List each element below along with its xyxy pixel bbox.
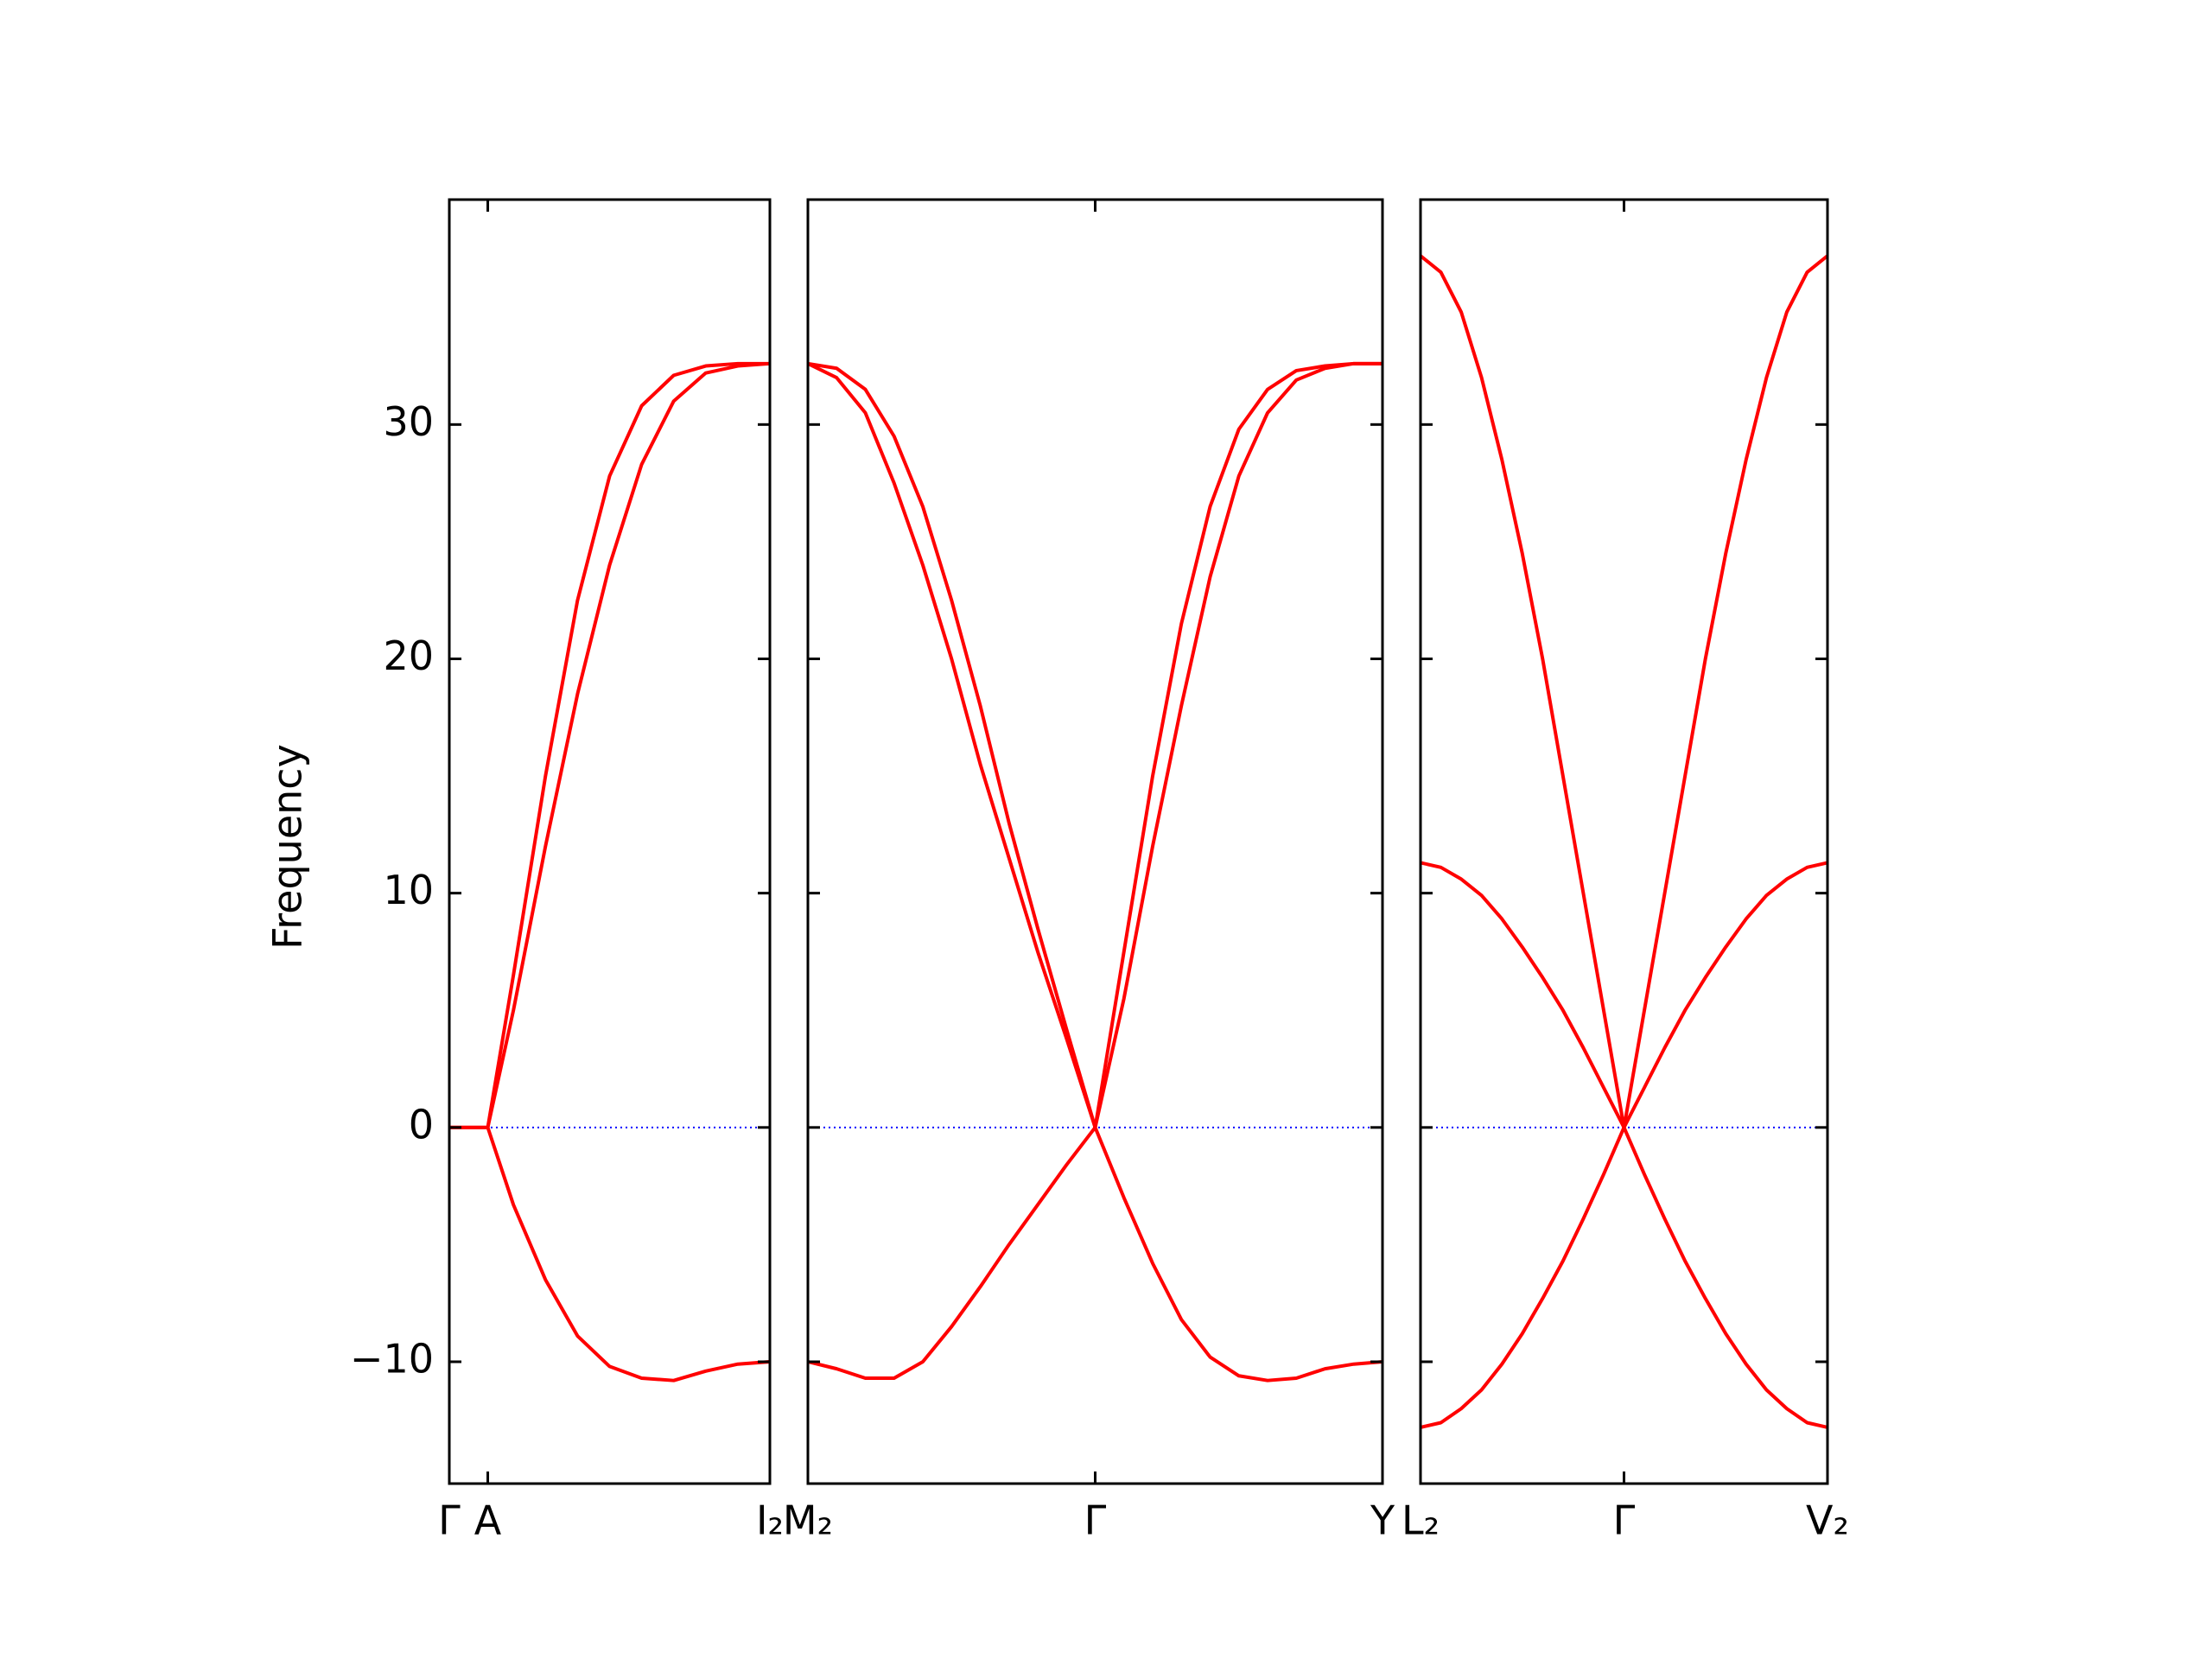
- x-tick-label: L₂: [1402, 1497, 1440, 1544]
- panel-frame: [806, 198, 1384, 1485]
- y-tick-label: 10: [383, 867, 434, 913]
- band-line: [449, 1125, 771, 1382]
- band-line: [807, 361, 1382, 1129]
- x-tick-label: Γ: [1084, 1497, 1107, 1544]
- x-tick-label: Γ: [1613, 1497, 1636, 1544]
- y-tick-label: 20: [383, 632, 434, 679]
- y-axis-label: Frequency: [264, 744, 311, 950]
- band-line: [1419, 254, 1829, 1129]
- x-tick-label: Γ: [438, 1497, 461, 1544]
- y-tick-label: 0: [409, 1101, 434, 1147]
- x-tick-label: A: [474, 1497, 502, 1544]
- band-line: [1420, 861, 1828, 1129]
- band-line: [807, 1125, 1383, 1382]
- x-tick-label: I₂: [756, 1497, 784, 1544]
- panel-frame: [448, 198, 772, 1485]
- band-line: [449, 361, 770, 1129]
- y-tick-label: 30: [383, 398, 434, 445]
- panel-frame: [1419, 198, 1829, 1485]
- band-line: [449, 361, 771, 1129]
- x-tick-label: Y: [1370, 1497, 1395, 1544]
- x-tick-label: V₂: [1806, 1497, 1849, 1544]
- band-line: [1420, 1125, 1828, 1429]
- x-tick-label: M₂: [783, 1497, 833, 1544]
- y-tick-label: −10: [350, 1335, 434, 1382]
- band-line: [807, 361, 1382, 1129]
